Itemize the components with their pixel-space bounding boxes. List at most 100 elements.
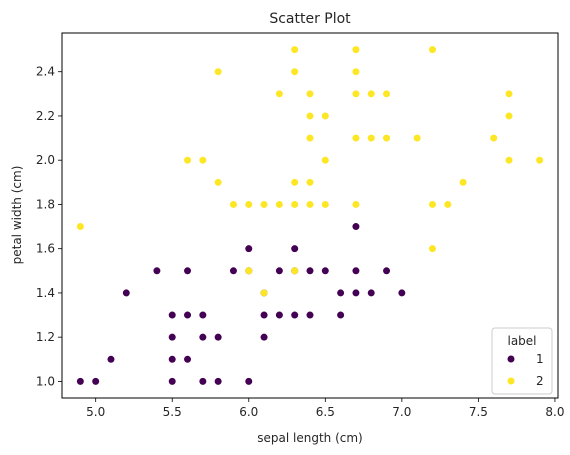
x-tick-label: 6.0 — [239, 405, 258, 419]
data-point-label-2 — [260, 200, 268, 208]
y-tick-label: 2.2 — [36, 109, 55, 123]
data-point-label-2 — [490, 134, 498, 142]
data-point-label-1 — [337, 311, 345, 319]
y-axis: 1.0 1.2 1.4 1.6 1.8 2.0 2.2 2.4 — [36, 65, 62, 388]
data-point-label-2 — [352, 68, 360, 76]
data-point-label-2 — [245, 267, 253, 275]
data-point-label-1 — [383, 267, 391, 275]
data-point-label-1 — [184, 267, 192, 275]
data-point-label-1 — [260, 311, 268, 319]
data-point-label-1 — [229, 267, 237, 275]
data-point-label-2 — [352, 134, 360, 142]
x-axis-title: sepal length (cm) — [257, 431, 362, 445]
data-point-label-1 — [260, 333, 268, 341]
data-point-label-1 — [76, 377, 84, 385]
data-point-label-2 — [306, 90, 314, 98]
y-tick-label: 1.0 — [36, 374, 55, 388]
x-tick-label: 7.0 — [392, 405, 411, 419]
legend-box — [491, 327, 553, 395]
data-point-label-2 — [275, 90, 283, 98]
data-point-label-2 — [505, 112, 513, 120]
data-point-label-2 — [214, 68, 222, 76]
data-point-label-1 — [291, 311, 299, 319]
data-point-label-2 — [505, 90, 513, 98]
legend-marker-label-1 — [507, 355, 515, 363]
data-point-label-1 — [367, 289, 375, 297]
data-point-label-2 — [214, 178, 222, 186]
x-tick-label: 6.5 — [316, 405, 335, 419]
data-point-label-1 — [184, 355, 192, 363]
data-point-label-1 — [168, 355, 176, 363]
x-tick-label: 7.5 — [469, 405, 488, 419]
x-tick-label: 8.0 — [545, 405, 564, 419]
data-point-label-2 — [428, 46, 436, 54]
legend-marker-label-2 — [507, 377, 515, 385]
x-axis: 5.0 5.5 6.0 6.5 7.0 7.5 8.0 — [86, 398, 564, 419]
data-point-label-2 — [505, 156, 513, 164]
data-point-label-2 — [352, 90, 360, 98]
data-point-label-2 — [291, 267, 299, 275]
data-point-label-1 — [398, 289, 406, 297]
data-point-label-1 — [352, 289, 360, 297]
data-point-label-2 — [291, 68, 299, 76]
data-point-label-2 — [291, 200, 299, 208]
data-point-label-2 — [367, 90, 375, 98]
data-point-label-1 — [352, 267, 360, 275]
legend-label-1: 1 — [536, 352, 544, 366]
x-tick-label: 5.5 — [163, 405, 182, 419]
data-point-label-2 — [367, 134, 375, 142]
data-point-label-2 — [260, 289, 268, 297]
y-tick-label: 2.4 — [36, 65, 55, 79]
legend: label 1 2 — [491, 327, 553, 395]
data-point-label-2 — [199, 156, 207, 164]
y-tick-label: 1.2 — [36, 330, 55, 344]
data-point-label-2 — [428, 200, 436, 208]
y-tick-label: 1.6 — [36, 242, 55, 256]
data-point-label-2 — [291, 46, 299, 54]
y-tick-label: 1.8 — [36, 197, 55, 211]
data-point-label-2 — [245, 200, 253, 208]
data-point-label-1 — [275, 267, 283, 275]
data-point-label-1 — [214, 333, 222, 341]
data-point-label-2 — [383, 90, 391, 98]
data-point-label-2 — [321, 200, 329, 208]
data-point-label-2 — [321, 112, 329, 120]
y-axis-title: petal width (cm) — [10, 166, 24, 265]
legend-title: label — [507, 334, 536, 348]
data-point-label-1 — [306, 311, 314, 319]
y-tick-label: 2.0 — [36, 153, 55, 167]
data-point-label-1 — [199, 311, 207, 319]
data-point-label-2 — [306, 134, 314, 142]
data-point-label-2 — [536, 156, 544, 164]
data-point-label-2 — [306, 178, 314, 186]
data-point-label-2 — [76, 223, 84, 231]
data-point-label-1 — [92, 377, 100, 385]
data-point-label-2 — [352, 200, 360, 208]
data-point-label-1 — [337, 289, 345, 297]
chart-title: Scatter Plot — [269, 11, 351, 27]
data-point-label-2 — [184, 156, 192, 164]
data-point-label-1 — [168, 377, 176, 385]
y-tick-label: 1.4 — [36, 286, 55, 300]
data-point-label-2 — [444, 200, 452, 208]
plot-area — [61, 32, 559, 399]
data-point-label-1 — [214, 377, 222, 385]
data-point-label-1 — [168, 311, 176, 319]
legend-label-2: 2 — [536, 374, 544, 388]
data-point-label-2 — [413, 134, 421, 142]
data-point-label-1 — [245, 377, 253, 385]
data-point-label-2 — [352, 46, 360, 54]
data-point-label-1 — [291, 245, 299, 253]
data-point-label-1 — [306, 267, 314, 275]
data-point-label-1 — [184, 311, 192, 319]
data-point-label-1 — [153, 267, 161, 275]
points-layer — [76, 46, 544, 385]
data-point-label-2 — [321, 156, 329, 164]
x-tick-label: 5.0 — [86, 405, 105, 419]
data-point-label-2 — [383, 134, 391, 142]
data-point-label-2 — [229, 200, 237, 208]
data-point-label-1 — [122, 289, 130, 297]
data-point-label-1 — [199, 333, 207, 341]
data-point-label-1 — [352, 223, 360, 231]
